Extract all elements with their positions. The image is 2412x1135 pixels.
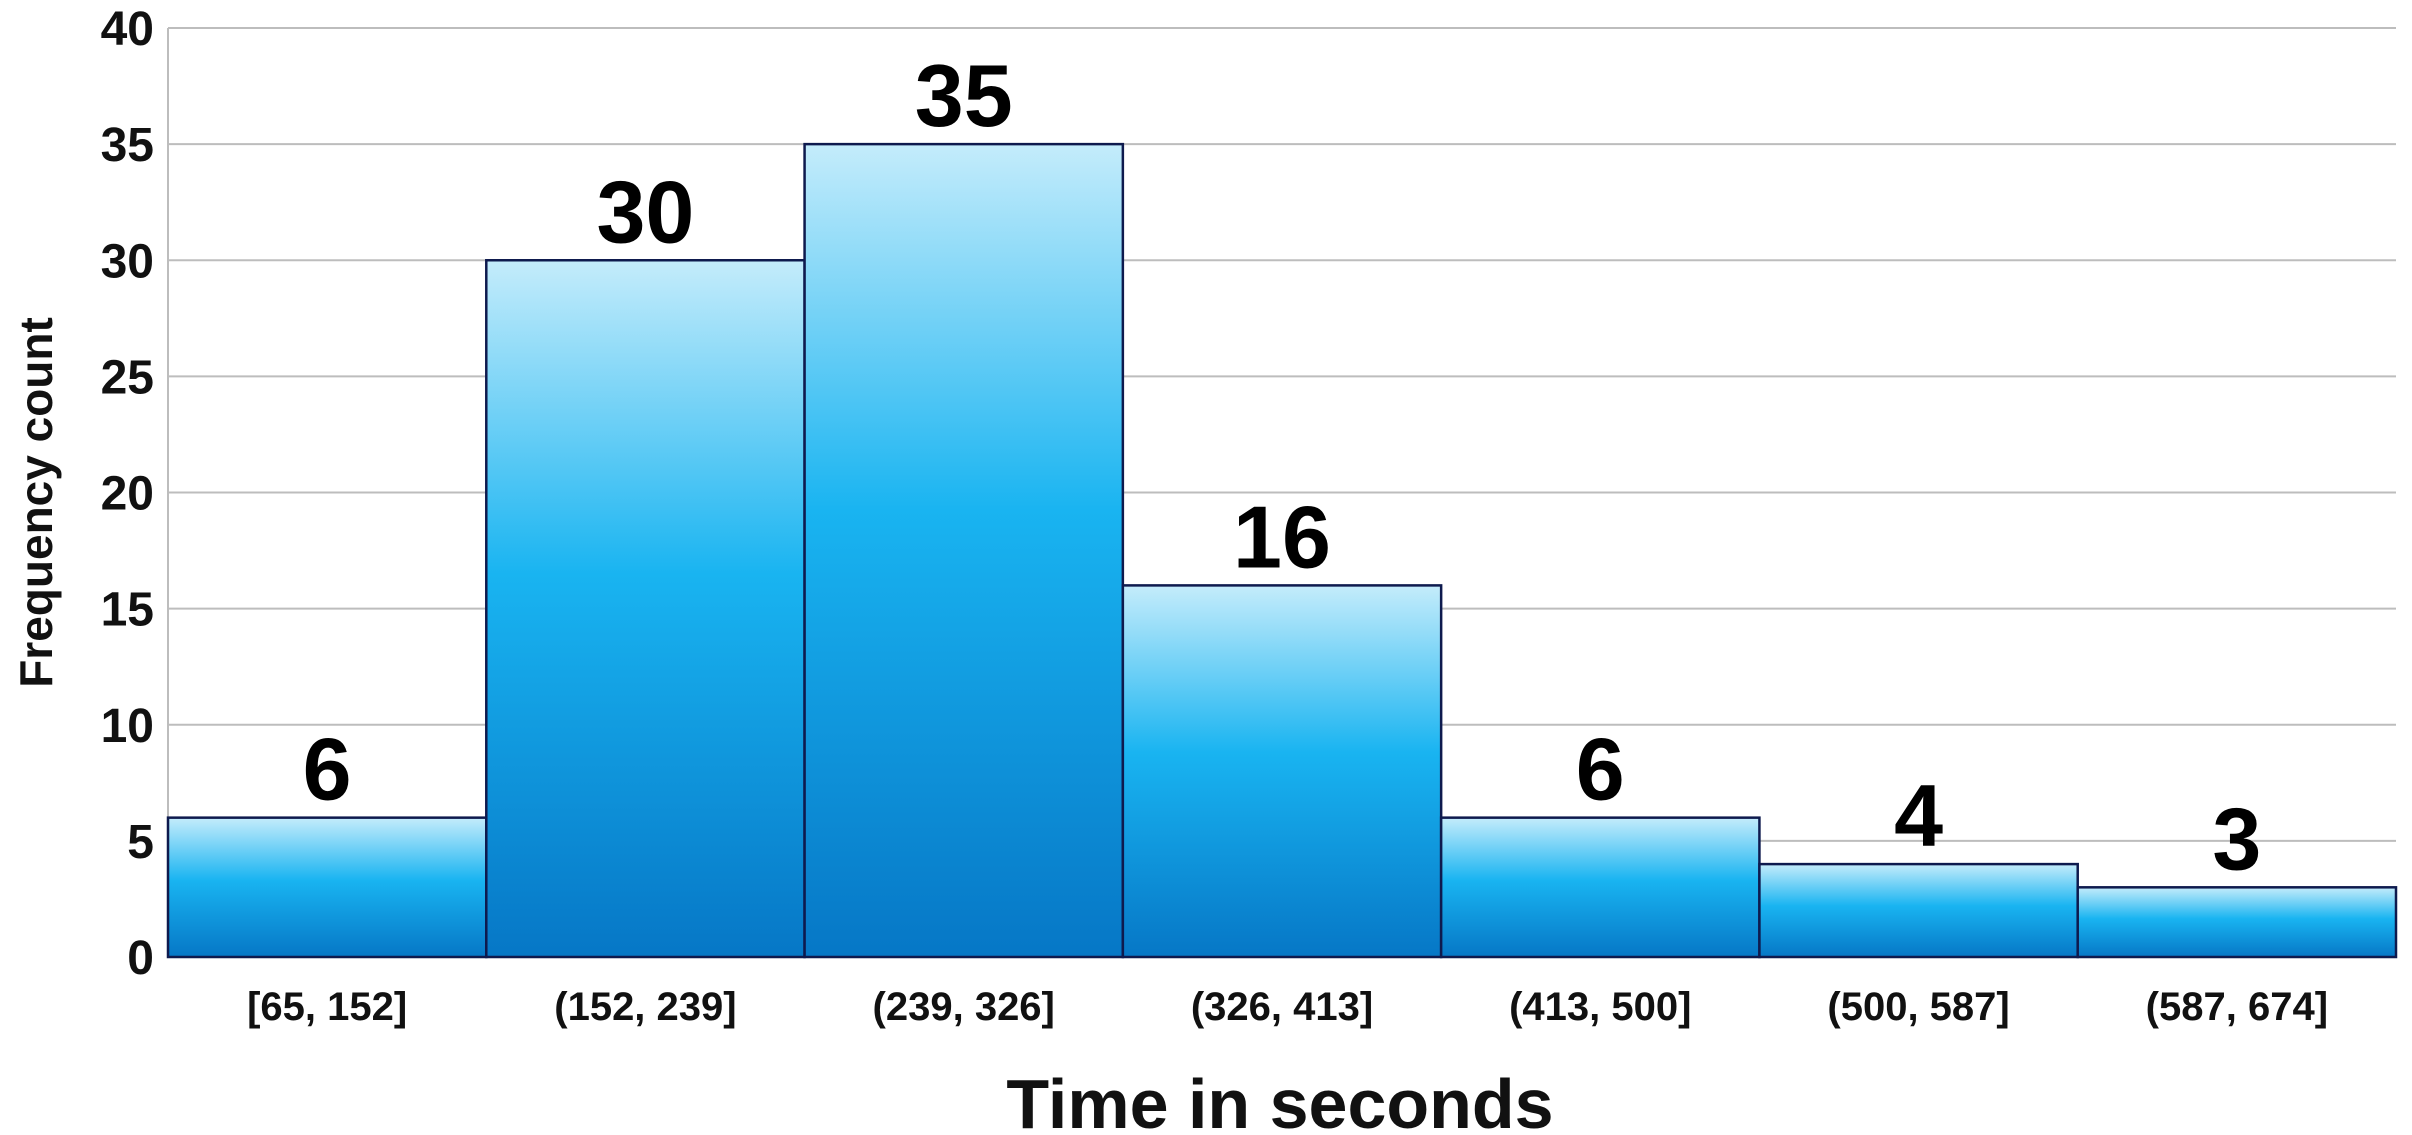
y-axis-ticks: 0 5 10 15 20 25 30 35 40 (101, 3, 154, 985)
histogram-bar (485, 259, 806, 959)
bar-value-label: 6 (303, 720, 352, 819)
histogram-bar (803, 142, 1125, 959)
x-tick-label: (413, 500] (1509, 985, 1691, 1029)
x-axis-ticks: [65, 152] (152, 239] (239, 326] (326, 413] (… (247, 985, 2328, 1029)
data-labels: 6 30 35 16 6 4 3 (303, 46, 2262, 888)
x-axis-title: Time in seconds (1006, 1065, 1553, 1135)
histogram-bar (166, 816, 488, 959)
x-tick-label: (152, 239] (554, 985, 736, 1029)
y-tick-label: 40 (101, 3, 154, 56)
y-tick-label: 30 (101, 235, 154, 288)
histogram-bar (1758, 862, 2079, 959)
bar-value-label: 3 (2212, 789, 2261, 888)
bar-value-label: 16 (1233, 487, 1331, 586)
x-tick-label: (239, 326] (873, 985, 1055, 1029)
y-axis-title: Frequency count (10, 317, 62, 688)
x-tick-label: (587, 674] (2146, 985, 2328, 1029)
x-tick-label: [65, 152] (247, 985, 407, 1029)
histogram-bar (1439, 816, 1761, 959)
bars (166, 142, 2398, 959)
bar-value-label: 35 (915, 46, 1013, 145)
y-tick-label: 20 (101, 468, 154, 521)
bar-value-label: 4 (1894, 766, 1943, 865)
bar-value-label: 6 (1576, 720, 1625, 819)
bar-value-label: 30 (596, 162, 694, 261)
y-tick-label: 15 (101, 584, 154, 637)
y-tick-label: 5 (127, 816, 154, 869)
y-tick-label: 35 (101, 119, 154, 172)
y-tick-label: 10 (101, 700, 154, 753)
y-tick-label: 0 (127, 932, 154, 985)
y-tick-label: 25 (101, 351, 154, 404)
histogram-bar (1121, 584, 1443, 959)
x-tick-label: (500, 587] (1827, 985, 2009, 1029)
histogram-bar (2076, 886, 2398, 959)
x-tick-label: (326, 413] (1191, 985, 1373, 1029)
